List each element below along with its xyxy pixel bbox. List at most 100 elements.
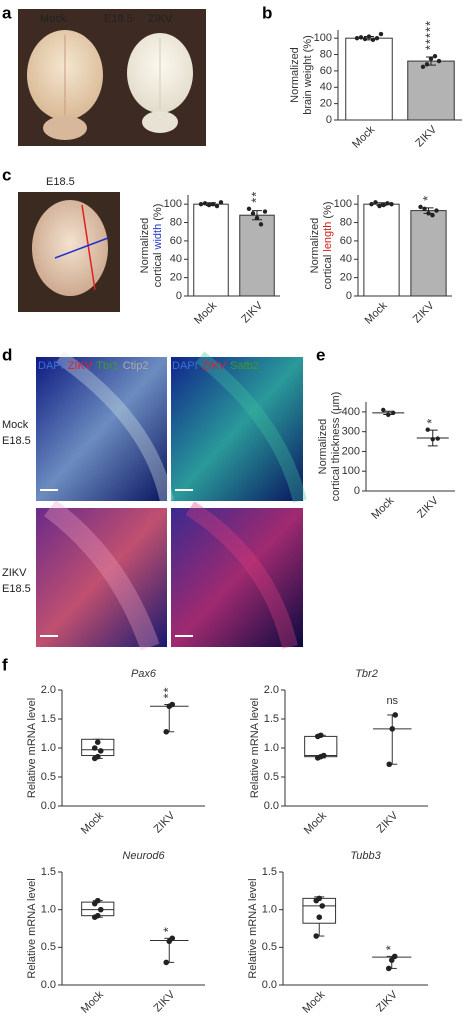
data-point <box>210 201 216 207</box>
x-tick-label: ZIKV <box>411 299 437 325</box>
y-axis-label: brain weight (%) <box>302 35 314 114</box>
data-point <box>418 204 423 210</box>
y-tick-label: 60 <box>320 65 332 77</box>
data-point <box>163 959 170 966</box>
y-tick-label: 100 <box>342 465 360 477</box>
data-point <box>434 208 439 213</box>
data-point <box>218 200 224 205</box>
photo-label: E18.5 <box>104 13 133 25</box>
data-point <box>320 752 327 759</box>
label-run: cortical <box>152 249 164 287</box>
data-point <box>169 935 176 942</box>
data-point <box>369 201 374 207</box>
data-point <box>422 206 427 211</box>
chart-title: Pax6 <box>131 668 157 680</box>
data-point <box>378 31 384 37</box>
y-axis-label: Relative mRNA level <box>247 878 259 978</box>
bar <box>363 203 400 297</box>
y-tick-label: 1.0 <box>41 742 56 754</box>
data-point <box>94 753 101 760</box>
label-run: Normalized <box>317 419 329 475</box>
significance: * <box>383 944 398 950</box>
bar <box>239 214 275 297</box>
y-axis-label: Normalized <box>139 218 151 274</box>
data-point <box>385 965 392 972</box>
x-tick-label: ZIKV <box>374 988 400 1014</box>
chart-title: Tubb3 <box>350 850 381 862</box>
data-point <box>392 712 399 718</box>
y-tick-label: 0.0 <box>264 800 279 812</box>
data-point <box>214 203 220 209</box>
data-point <box>198 201 204 207</box>
label-run: brain weight (%) <box>302 35 314 114</box>
x-tick-label: ZIKV <box>239 299 265 325</box>
significance: * <box>161 926 176 932</box>
y-tick-label: 0 <box>354 485 360 497</box>
data-point <box>366 34 372 39</box>
y-tick-label: 300 <box>342 426 360 438</box>
data-point <box>377 203 382 209</box>
panel-letter: b <box>262 3 272 22</box>
data-point <box>163 728 170 735</box>
y-tick-label: 1.0 <box>41 904 56 916</box>
data-point <box>319 903 326 909</box>
y-tick-label: 100 <box>314 32 332 44</box>
stain-word: ZIKV <box>202 360 227 372</box>
data-point <box>358 35 364 40</box>
photo-c <box>18 192 120 312</box>
stain-label: DAPI ZIKV Tbr1 Ctip2 <box>38 360 148 372</box>
chart-title: Tbr2 <box>355 668 378 680</box>
stain-word: DAPI <box>172 360 198 372</box>
data-point <box>246 206 252 211</box>
stain-word: Ctip2 <box>123 360 149 372</box>
x-tick-label: ZIKV <box>413 123 439 149</box>
data-point <box>250 211 256 216</box>
y-tick-label: 60 <box>340 235 352 247</box>
y-tick-label: 0.5 <box>41 771 56 783</box>
x-tick-label: ZIKV <box>152 809 178 835</box>
y-tick-label: 40 <box>340 253 352 265</box>
significance: ** <box>248 191 263 203</box>
data-point <box>430 213 435 218</box>
data-point <box>435 436 440 441</box>
x-tick-label: Mock <box>300 988 327 1015</box>
label-run: Normalized <box>309 218 321 274</box>
data-point <box>381 407 386 413</box>
data-point <box>386 761 393 768</box>
data-point <box>370 37 376 43</box>
row-labels: Mock E18.5 ZIKV E18.5 <box>2 419 31 595</box>
significance: * <box>420 195 435 201</box>
label-run: cortical <box>322 252 334 290</box>
data-point <box>97 906 104 913</box>
stain-word: ZIKV <box>68 360 93 372</box>
data-point <box>426 211 431 216</box>
chart-title: Neurod6 <box>122 850 165 862</box>
y-tick-label: 200 <box>342 445 360 457</box>
row-label: E18.5 <box>2 583 31 595</box>
label-run: length <box>322 222 334 252</box>
data-point <box>428 56 434 61</box>
y-axis-label: Normalized <box>289 47 301 103</box>
stain-labels: DAPI ZIKV Tbr1 Ctip2 <box>38 360 148 372</box>
y-axis-label: Relative mRNA level <box>26 698 38 798</box>
x-tick-label: Mock <box>350 123 377 150</box>
y-tick-label: 60 <box>170 235 182 247</box>
data-point <box>432 53 438 59</box>
data-point <box>254 215 260 221</box>
row-label: E18.5 <box>2 435 31 447</box>
y-axis-label: cortical thickness (μm) <box>330 392 342 502</box>
y-tick-label: 40 <box>320 81 332 93</box>
label-run: Relative mRNA level <box>26 878 38 978</box>
label-run: (%) <box>152 204 164 224</box>
label-run: (%) <box>322 201 334 221</box>
label-run: Relative mRNA level <box>26 698 38 798</box>
x-tick-label: ZIKV <box>375 809 401 835</box>
y-axis-label: Relative mRNA level <box>249 698 261 798</box>
data-point <box>206 202 212 208</box>
label-run: Normalized <box>139 218 151 274</box>
chart: 0 20 40 60 80 100 Normalized cortical width (%)… <box>139 191 280 327</box>
row-label: Mock <box>2 419 29 431</box>
box <box>304 735 338 758</box>
